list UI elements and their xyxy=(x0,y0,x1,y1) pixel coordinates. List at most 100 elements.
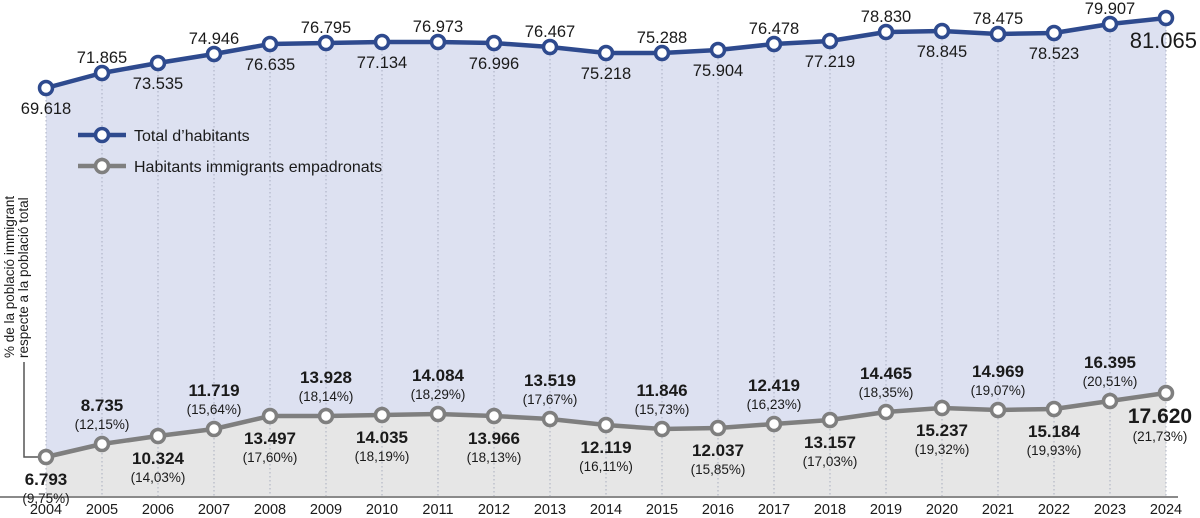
total-point xyxy=(317,34,335,52)
immigrants-value-label: 13.497 xyxy=(244,429,296,448)
immigrants-percent-label: (9,75%) xyxy=(22,491,69,506)
y-axis-note: % de la població immigrant respecte a la… xyxy=(2,196,40,458)
total-value-label: 76.467 xyxy=(525,23,575,41)
total-point xyxy=(149,54,167,72)
immigrants-point xyxy=(709,419,727,437)
x-tick-label: 2013 xyxy=(534,502,566,518)
x-tick-label: 2023 xyxy=(1094,502,1126,518)
immigrants-percent-label: (19,32%) xyxy=(915,442,970,457)
total-value-label: 78.523 xyxy=(1029,45,1079,63)
immigrants-value-label: 14.084 xyxy=(412,366,465,385)
legend-total-marker-icon xyxy=(93,126,111,144)
legend-immigrants-label: Habitants immigrants empadronats xyxy=(134,159,382,176)
total-point xyxy=(37,79,55,97)
immigrants-point xyxy=(989,401,1007,419)
total-value-label: 77.219 xyxy=(805,53,855,71)
total-value-label: 78.845 xyxy=(917,43,967,61)
total-value-label: 78.830 xyxy=(861,8,911,26)
total-value-label: 79.907 xyxy=(1085,0,1135,18)
total-value-label: 74.946 xyxy=(189,30,239,48)
total-point xyxy=(1045,24,1063,42)
x-tick-label: 2006 xyxy=(142,502,174,518)
x-axis: 2004 2005 2006 2007 2008 2009 2010 2011 2012 2013… xyxy=(0,496,1182,518)
immigrants-value-label: 14.465 xyxy=(860,364,912,383)
x-tick-label: 2011 xyxy=(422,502,453,518)
total-point xyxy=(541,38,559,56)
total-point xyxy=(765,35,783,53)
immigrants-value-label: 13.519 xyxy=(524,371,576,390)
immigrants-percent-label: (17,03%) xyxy=(803,454,858,469)
x-tick-label: 2021 xyxy=(982,502,1014,518)
immigrants-point xyxy=(429,405,447,423)
immigrants-value-label: 11.719 xyxy=(188,381,239,400)
immigrants-point xyxy=(37,448,55,466)
x-tick-label: 2015 xyxy=(646,502,678,518)
x-tick-label: 2014 xyxy=(590,502,622,518)
total-value-label: 73.535 xyxy=(133,75,183,93)
x-tick-label: 2004 xyxy=(30,502,62,518)
x-tick-label: 2009 xyxy=(310,502,342,518)
x-tick-label: 2008 xyxy=(254,502,286,518)
immigrants-point xyxy=(93,435,111,453)
total-point xyxy=(93,64,111,82)
y-axis-note-line2: respecte a la població total xyxy=(16,197,31,358)
total-point xyxy=(933,22,951,40)
total-value-label: 75.904 xyxy=(693,62,743,80)
total-point xyxy=(709,41,727,59)
immigrants-value-label: 14.969 xyxy=(972,362,1024,381)
total-point xyxy=(1101,15,1119,33)
immigrants-point xyxy=(597,416,615,434)
immigrants-percent-label: (19,93%) xyxy=(1027,443,1082,458)
x-tick-label: 2018 xyxy=(814,502,846,518)
immigrants-value-label: 13.928 xyxy=(300,368,352,387)
total-point xyxy=(653,44,671,62)
immigrants-percent-label: (20,51%) xyxy=(1083,374,1138,389)
immigrants-percent-label: (18,35%) xyxy=(859,385,914,400)
immigrants-point xyxy=(933,399,951,417)
immigrants-percent-label: (19,07%) xyxy=(971,383,1026,398)
immigrants-percent-label: (14,03%) xyxy=(131,470,186,485)
immigrants-percent-label: (17,67%) xyxy=(523,392,578,407)
x-tick-label: 2005 xyxy=(86,502,118,518)
immigrants-value-label: 13.157 xyxy=(804,433,856,452)
immigrants-value-label: 15.237 xyxy=(916,421,968,440)
total-point xyxy=(373,33,391,51)
total-point xyxy=(485,34,503,52)
immigrants-percent-label: (15,73%) xyxy=(635,402,690,417)
total-value-label: 76.795 xyxy=(301,19,351,37)
immigrants-percent-label: (16,23%) xyxy=(747,397,802,412)
total-value-label: 76.973 xyxy=(413,18,463,36)
immigrants-point xyxy=(541,410,559,428)
immigrants-value-label: 6.793 xyxy=(25,470,68,489)
x-tick-label: 2012 xyxy=(478,502,510,518)
total-point xyxy=(1157,9,1175,27)
immigrants-point xyxy=(653,420,671,438)
y-axis-note-bracket xyxy=(23,362,40,458)
x-tick-label: 2022 xyxy=(1038,502,1070,518)
legend-immigrants-marker-icon xyxy=(93,157,111,175)
legend-total-label: Total d’habitants xyxy=(134,128,250,145)
immigrants-point xyxy=(765,415,783,433)
immigrants-value-label: 12.419 xyxy=(748,376,800,395)
total-point xyxy=(597,44,615,62)
immigrants-point xyxy=(1157,384,1175,402)
immigrants-point xyxy=(877,403,895,421)
immigrants-point xyxy=(821,411,839,429)
immigrants-value-label: 17.620 xyxy=(1128,405,1192,428)
immigrants-point xyxy=(149,427,167,445)
total-point xyxy=(877,23,895,41)
x-tick-label: 2016 xyxy=(702,502,734,518)
immigrants-value-label: 13.966 xyxy=(468,429,520,448)
total-value-label: 69.618 xyxy=(21,100,71,118)
immigrants-point xyxy=(261,407,279,425)
immigrants-point xyxy=(1101,392,1119,410)
immigrants-value-label: 12.119 xyxy=(580,438,631,457)
immigrants-point xyxy=(485,407,503,425)
x-tick-label: 2020 xyxy=(926,502,958,518)
immigrants-point xyxy=(373,406,391,424)
data-labels: 69.618 71.865 73.535 74.946 76.635 76.795 77.1… xyxy=(21,0,1197,506)
immigrants-value-label: 10.324 xyxy=(132,449,185,468)
y-axis-note-line1: % de la població immigrant xyxy=(2,196,17,358)
total-value-label: 77.134 xyxy=(357,54,407,72)
